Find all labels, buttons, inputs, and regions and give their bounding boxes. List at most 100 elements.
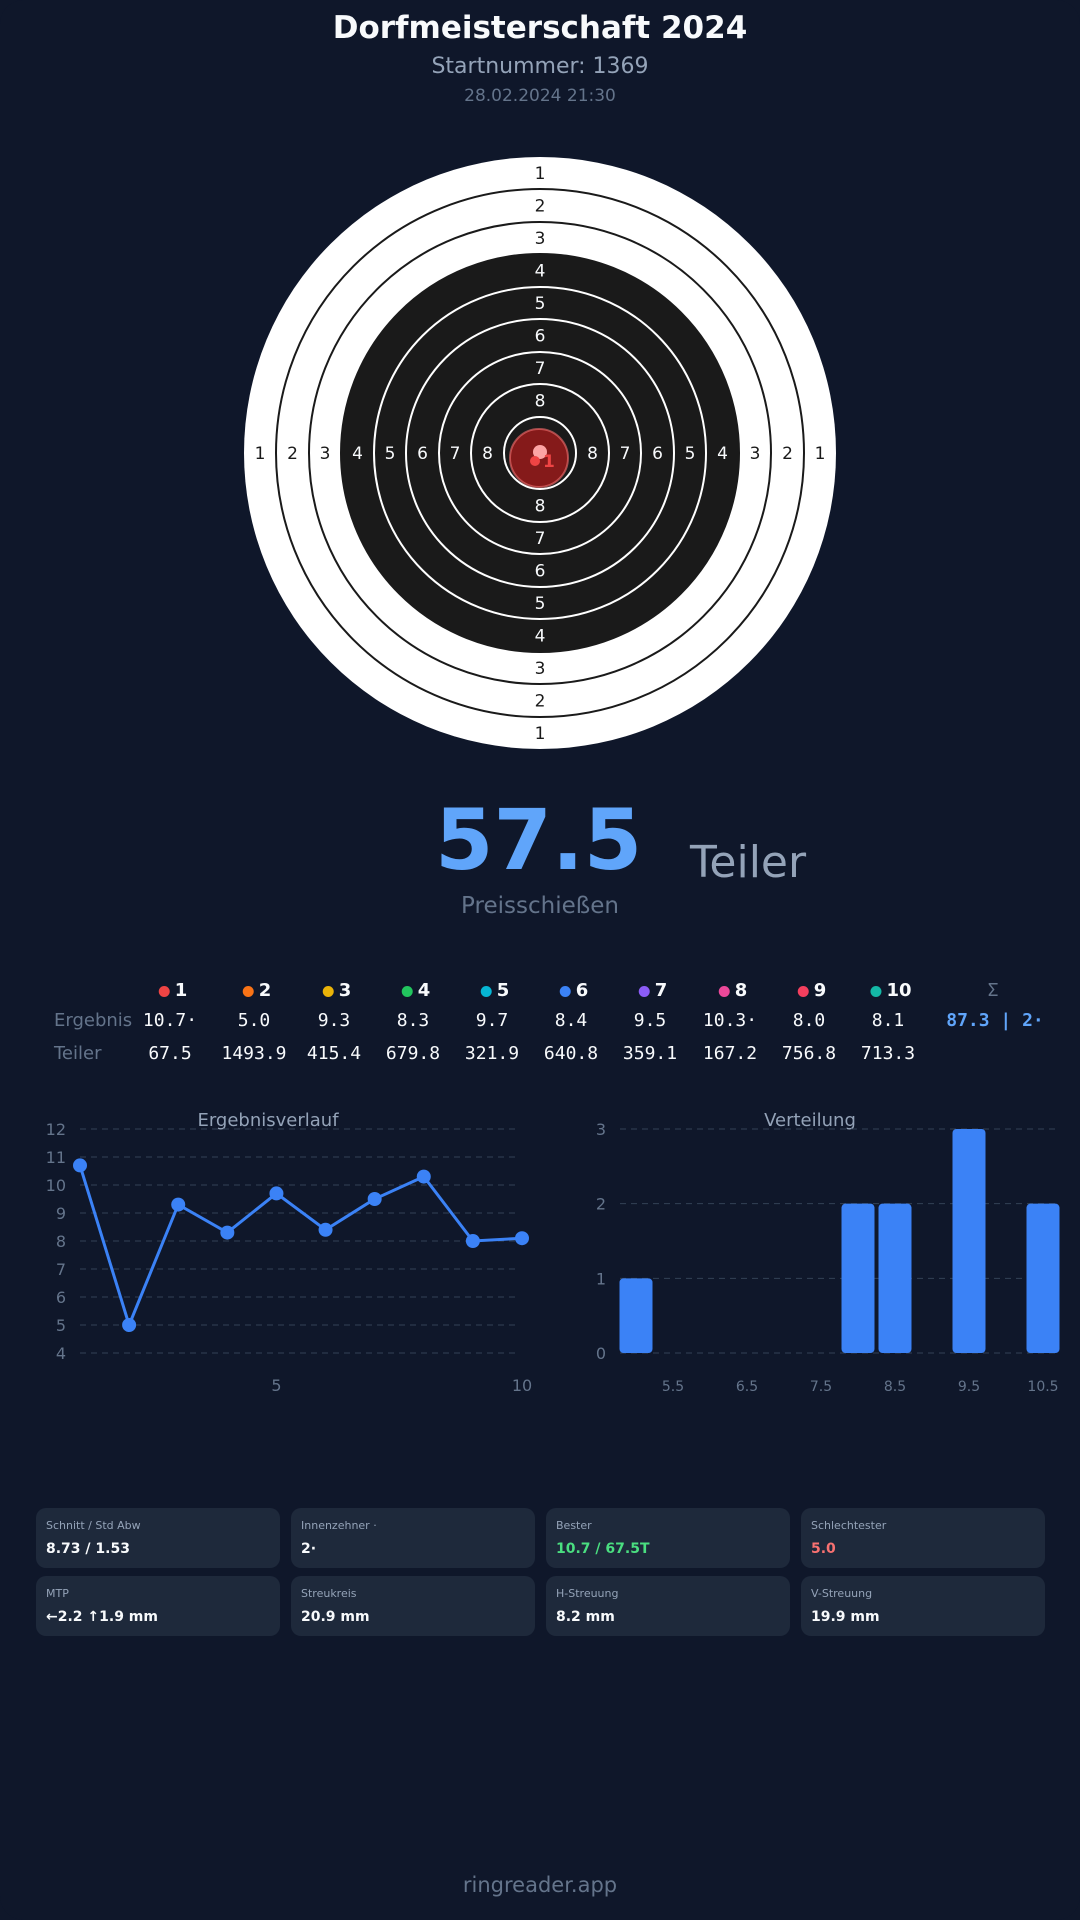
shot-result: 10.7· (142, 1010, 198, 1031)
line-point (318, 1222, 333, 1237)
line-y-tick: 5 (56, 1316, 66, 1335)
mtp-marker (530, 456, 540, 466)
shot-teiler: 756.8 (781, 1043, 837, 1064)
histogram-bar (952, 1129, 986, 1353)
stat-value: 5.0 (811, 1541, 836, 1557)
row-label-result: Ergebnis (54, 1010, 133, 1031)
stat-card: V-Streuung 19.9 mm (801, 1576, 1045, 1636)
timestamp: 28.02.2024 21:30 (464, 86, 616, 106)
line-point (122, 1318, 137, 1332)
stat-value: 20.9 mm (301, 1609, 370, 1625)
ring-label: 8 (482, 444, 493, 464)
ring-label: 2 (287, 444, 298, 464)
row-label-teiler: Teiler (54, 1043, 102, 1064)
shot-result: 10.3· (702, 1010, 758, 1031)
sum-header: Σ (987, 980, 999, 1001)
shot-teiler: 1493.9 (221, 1043, 287, 1064)
stat-card: Streukreis 20.9 mm (291, 1576, 535, 1636)
shot-color-dot (242, 985, 254, 997)
line-y-tick: 8 (56, 1232, 66, 1251)
shot-header-7: 7 (638, 980, 667, 1002)
shot-teiler: 67.5 (148, 1043, 192, 1064)
histogram-bar (619, 1278, 653, 1353)
stat-value: 10.7 / 67.5T (556, 1541, 650, 1557)
ring-label: 3 (535, 229, 546, 249)
score-unit: Teiler (690, 837, 807, 888)
bar-x-tick: 7.5 (810, 1379, 832, 1395)
shots-table: Ergebnis Teiler Σ 87.3 | 2· 1 10.7· 67.5 2 5… (54, 980, 1044, 1064)
ring-label: 4 (535, 627, 546, 647)
shot-teiler: 679.8 (385, 1043, 441, 1064)
shot-center-marker (533, 445, 547, 459)
shot-color-dot (559, 985, 571, 997)
ring-label: 4 (535, 262, 546, 282)
line-y-tick: 9 (56, 1204, 66, 1223)
shot-header-2: 2 (242, 980, 272, 1002)
line-point (416, 1169, 431, 1184)
stat-value: 19.9 mm (811, 1609, 880, 1625)
bar-x-tick: 5.5 (662, 1379, 684, 1395)
ring-label: 6 (652, 444, 663, 464)
shot-result: 9.3 (317, 1010, 351, 1031)
stat-label: Bester (556, 1519, 592, 1532)
shooting-target: 1 1 1 1 2 2 2 2 3 3 3 3 4 4 4 4 5 5 5 5 6 6 6 6 7 7 7 7 8 8 8 8 1 (244, 157, 836, 749)
shot-result: 9.7 (475, 1010, 509, 1031)
stat-value: 2· (301, 1541, 317, 1557)
shot-teiler: 640.8 (543, 1043, 599, 1064)
shot-result: 8.1 (871, 1010, 905, 1031)
ring-label: 1 (535, 164, 546, 184)
shot-number: 2 (258, 980, 272, 1001)
ring-label: 7 (535, 529, 546, 549)
shot-result: 8.4 (554, 1010, 588, 1031)
ring-label: 8 (535, 497, 546, 517)
shot-number: 10 (886, 980, 912, 1001)
shot-color-dot (718, 985, 730, 997)
ring-label: 4 (352, 444, 363, 464)
histogram-bar (1026, 1203, 1060, 1353)
line-point (515, 1231, 529, 1246)
stat-value: ←2.2 ↑1.9 mm (46, 1609, 158, 1625)
stat-value: 8.2 mm (556, 1609, 615, 1625)
score-value: 57.5 (435, 791, 643, 889)
line-point (171, 1197, 186, 1212)
line-y-tick: 12 (46, 1120, 66, 1139)
shot-header-6: 6 (559, 980, 588, 1002)
shot-color-dot (322, 985, 334, 997)
shot-result: 9.5 (633, 1010, 667, 1031)
shot-header-4: 4 (401, 980, 430, 1002)
ring-label: 5 (685, 444, 696, 464)
ring-label: 1 (535, 724, 546, 744)
line-x-tick: 10 (512, 1376, 532, 1395)
bar-x-tick: 8.5 (884, 1379, 906, 1395)
shot-color-dot (870, 985, 882, 997)
stat-label: Schnitt / Std Abw (46, 1519, 141, 1532)
line-point (269, 1186, 284, 1201)
shot-header-10: 10 (870, 980, 912, 1002)
bar-y-tick: 3 (596, 1120, 606, 1139)
ring-label: 6 (417, 444, 428, 464)
shot-teiler: 415.4 (306, 1043, 362, 1064)
shot-header-9: 9 (797, 980, 827, 1002)
event-title: Dorfmeisterschaft 2024 (332, 10, 748, 46)
line-series (78, 1164, 523, 1330)
bar-x-tick: 6.5 (736, 1379, 758, 1395)
stat-label: MTP (46, 1587, 69, 1600)
bar-chart-title: Verteilung (764, 1110, 856, 1131)
start-number: Startnummer: 1369 (431, 54, 649, 79)
shot-number: 3 (338, 980, 352, 1001)
shot-number: 9 (813, 980, 827, 1001)
stat-card: Schlechtester 5.0 (801, 1508, 1045, 1568)
shot-teiler: 167.2 (702, 1043, 758, 1064)
histogram-bar (841, 1203, 875, 1353)
ring-label: 2 (535, 197, 546, 217)
ring-label: 3 (535, 659, 546, 679)
bar-y-tick: 0 (596, 1344, 606, 1363)
ring-label: 7 (620, 444, 631, 464)
ring-label: 8 (535, 392, 546, 412)
shot-teiler: 713.3 (860, 1043, 916, 1064)
ring-label: 3 (750, 444, 761, 464)
ring-label: 7 (535, 359, 546, 379)
bar-x-tick: 9.5 (958, 1379, 980, 1395)
stat-card: H-Streuung 8.2 mm (546, 1576, 790, 1636)
